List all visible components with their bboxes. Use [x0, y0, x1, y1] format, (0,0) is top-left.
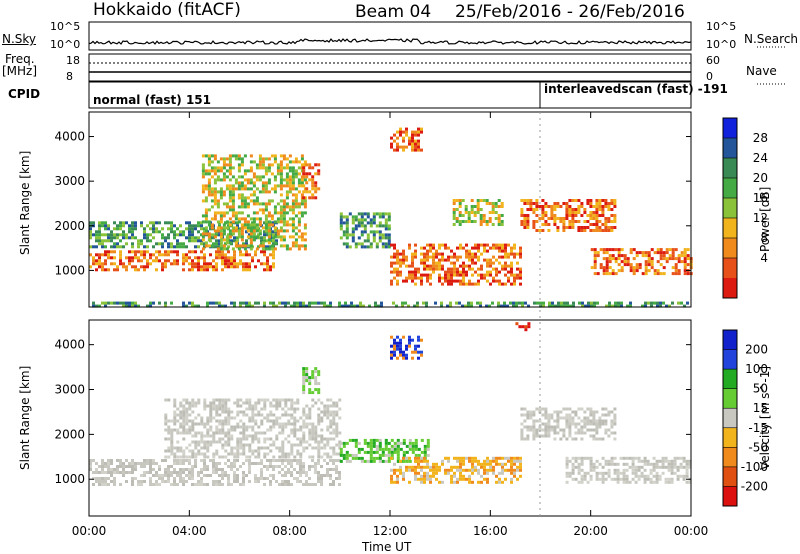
freq-label: Freq.: [5, 52, 35, 66]
cpid-label: CPID: [8, 87, 41, 101]
x-axis-label: Time UT: [362, 540, 412, 554]
velocity-echo-region-7: [565, 456, 692, 484]
power-ytick-label-0: 1000: [54, 263, 85, 277]
velocity-colorbar-label-1: 100: [745, 362, 768, 376]
power-colorbar-seg-0: [723, 118, 737, 139]
cpid-strip-frame: [88, 81, 692, 109]
power-ytick-label-2: 3000: [54, 174, 85, 188]
xtick-label-4: 16:00: [473, 524, 508, 538]
power-echo-region-8: [520, 199, 617, 232]
velocity-echo-region-5: [390, 456, 522, 484]
velocity-echo-region-3: [339, 438, 430, 463]
power-colorbar-seg-3: [723, 178, 737, 199]
ns-tick-low-right: 10^0: [706, 38, 737, 51]
velocity-colorbar-seg-4: [723, 408, 737, 429]
power-colorbar-label-1: 24: [753, 151, 768, 165]
power-colorbar-label-2: 20: [753, 171, 768, 185]
power-echo-region-9: [590, 248, 693, 276]
velocity-ytick-label-1: 2000: [54, 427, 85, 441]
velocity-colorbar-frame: [722, 329, 738, 507]
velocity-echo-region-2: [302, 367, 321, 395]
velocity-echo-region-4: [390, 335, 423, 360]
nave-label: Nave: [746, 64, 777, 78]
freq-tick-high: 18: [66, 54, 80, 67]
freq-unit: [MHz]: [2, 64, 38, 78]
power-colorbar-seg-6: [723, 238, 737, 259]
power-colorbar-seg-2: [723, 158, 737, 179]
power-echo-region-2: [201, 154, 307, 251]
freq-strip-frame: [88, 53, 692, 82]
power-colorbar-label-5: 8: [760, 231, 768, 245]
velocity-colorbar-label-3: 15: [753, 401, 768, 415]
xtick-label-6: 00:00: [674, 524, 709, 538]
xtick-label-3: 12:00: [373, 524, 408, 538]
power-echo-region-6: [390, 243, 522, 286]
freq-tick-low: 8: [66, 70, 73, 83]
power-colorbar-seg-4: [723, 198, 737, 219]
velocity-colorbar-label-7: -200: [741, 479, 768, 493]
velocity-colorbar-label-2: 50: [753, 382, 768, 396]
power-colorbar-seg-7: [723, 258, 737, 279]
power-echo-region-0: [89, 250, 275, 272]
velocity-ytick-label-0: 1000: [54, 472, 85, 486]
power-colorbar-seg-8: [723, 278, 737, 299]
cpid-mode-1: normal (fast) 151: [93, 93, 211, 107]
velocity-colorbar-seg-1: [723, 349, 737, 370]
velocity-echo-region-1: [164, 398, 342, 459]
nsky-strip-frame: [88, 21, 692, 51]
velocity-colorbar-seg-6: [723, 447, 737, 468]
power-colorbar-seg-1: [723, 138, 737, 159]
power-echo-region-3: [302, 163, 321, 200]
power-colorbar-seg-5: [723, 218, 737, 239]
velocity-colorbar-label-5: -50: [748, 440, 768, 454]
velocity-echo-region-8: [515, 322, 531, 332]
power-echo-region-10: [92, 301, 689, 308]
xtick-label-2: 08:00: [272, 524, 307, 538]
beam-label: Beam 04: [355, 2, 432, 22]
station-title: Hokkaido (fitACF): [93, 0, 241, 20]
ns-tick-low-left: 10^0: [50, 38, 81, 51]
velocity-colorbar-label-4: -15: [748, 421, 768, 435]
date-range: 25/Feb/2016 - 26/Feb/2016: [455, 2, 685, 22]
nsky-line: [88, 38, 692, 45]
power-colorbar-label-0: 28: [753, 131, 768, 145]
cpid-mode-2: interleavedscan (fast) -191: [544, 82, 728, 96]
power-echo-region-7: [452, 199, 504, 226]
velocity-colorbar-seg-5: [723, 427, 737, 448]
velocity-colorbar-seg-8: [723, 486, 737, 507]
velocity-colorbar-seg-2: [723, 369, 737, 390]
xtick-label-1: 04:00: [172, 524, 207, 538]
velocity-colorbar-seg-0: [723, 330, 737, 351]
power-ytick-label-3: 4000: [54, 130, 85, 144]
power-echo-region-4: [339, 212, 391, 249]
nsky-label: N.Sky: [2, 32, 37, 46]
power-colorbar-label-3: 16: [753, 191, 768, 205]
velocity-colorbar-label-6: -100: [741, 460, 768, 474]
velocity-ytick-label-3: 4000: [54, 338, 85, 352]
velocity-colorbar-seg-7: [723, 466, 737, 487]
nave-tick-high: 60: [706, 54, 720, 67]
nave-tick-low: 0: [706, 70, 713, 83]
xtick-label-0: 00:00: [72, 524, 107, 538]
xtick-label-5: 20:00: [573, 524, 608, 538]
velocity-colorbar-seg-3: [723, 388, 737, 409]
velocity-echo-region-6: [520, 407, 617, 441]
power-ytick-label-1: 2000: [54, 219, 85, 233]
ns-tick-high-left: 10^5: [50, 20, 81, 33]
power-colorbar-frame: [722, 117, 738, 299]
power-echo-region-5: [390, 127, 423, 152]
velocity-echo-region-0: [89, 459, 341, 486]
power-colorbar-label-4: 12: [753, 211, 768, 225]
power-colorbar-label-6: 4: [760, 251, 768, 265]
velocity-ytick-label-2: 3000: [54, 383, 85, 397]
nsearch-label: N.Search: [744, 32, 799, 46]
velocity-colorbar-label-0: 200: [745, 343, 768, 357]
ns-tick-high-right: 10^5: [706, 20, 737, 33]
